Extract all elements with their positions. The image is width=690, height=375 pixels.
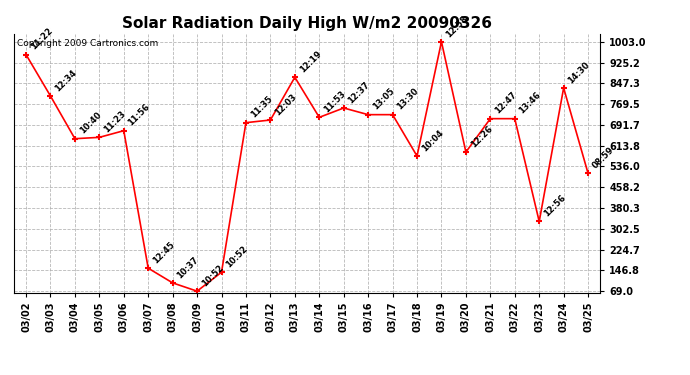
Text: 11:23: 11:23 bbox=[102, 109, 128, 135]
Text: 10:52: 10:52 bbox=[200, 263, 225, 288]
Title: Solar Radiation Daily High W/m2 20090326: Solar Radiation Daily High W/m2 20090326 bbox=[122, 16, 492, 31]
Text: 11:53: 11:53 bbox=[322, 89, 347, 114]
Text: 11:22: 11:22 bbox=[29, 26, 54, 52]
Text: 13:05: 13:05 bbox=[371, 87, 396, 112]
Text: 13:30: 13:30 bbox=[395, 87, 420, 112]
Text: Copyright 2009 Cartronics.com: Copyright 2009 Cartronics.com bbox=[17, 39, 158, 48]
Text: 12:47: 12:47 bbox=[493, 91, 518, 116]
Text: 12:26: 12:26 bbox=[469, 124, 494, 149]
Text: 10:04: 10:04 bbox=[420, 128, 445, 153]
Text: 12:34: 12:34 bbox=[53, 68, 79, 93]
Text: 12:37: 12:37 bbox=[346, 80, 372, 105]
Text: 11:56: 11:56 bbox=[126, 102, 152, 128]
Text: 10:37: 10:37 bbox=[175, 255, 201, 280]
Text: 14:30: 14:30 bbox=[566, 60, 591, 85]
Text: 08:59: 08:59 bbox=[591, 146, 616, 171]
Text: 12:19: 12:19 bbox=[297, 49, 323, 75]
Text: 12:03: 12:03 bbox=[273, 92, 298, 117]
Text: 10:40: 10:40 bbox=[78, 111, 103, 136]
Text: 12:56: 12:56 bbox=[542, 194, 567, 219]
Text: 10:52: 10:52 bbox=[224, 244, 250, 269]
Text: 11:35: 11:35 bbox=[248, 94, 274, 120]
Text: 12:45: 12:45 bbox=[151, 240, 177, 266]
Text: 13:46: 13:46 bbox=[518, 91, 543, 116]
Text: 12:58: 12:58 bbox=[444, 14, 469, 39]
